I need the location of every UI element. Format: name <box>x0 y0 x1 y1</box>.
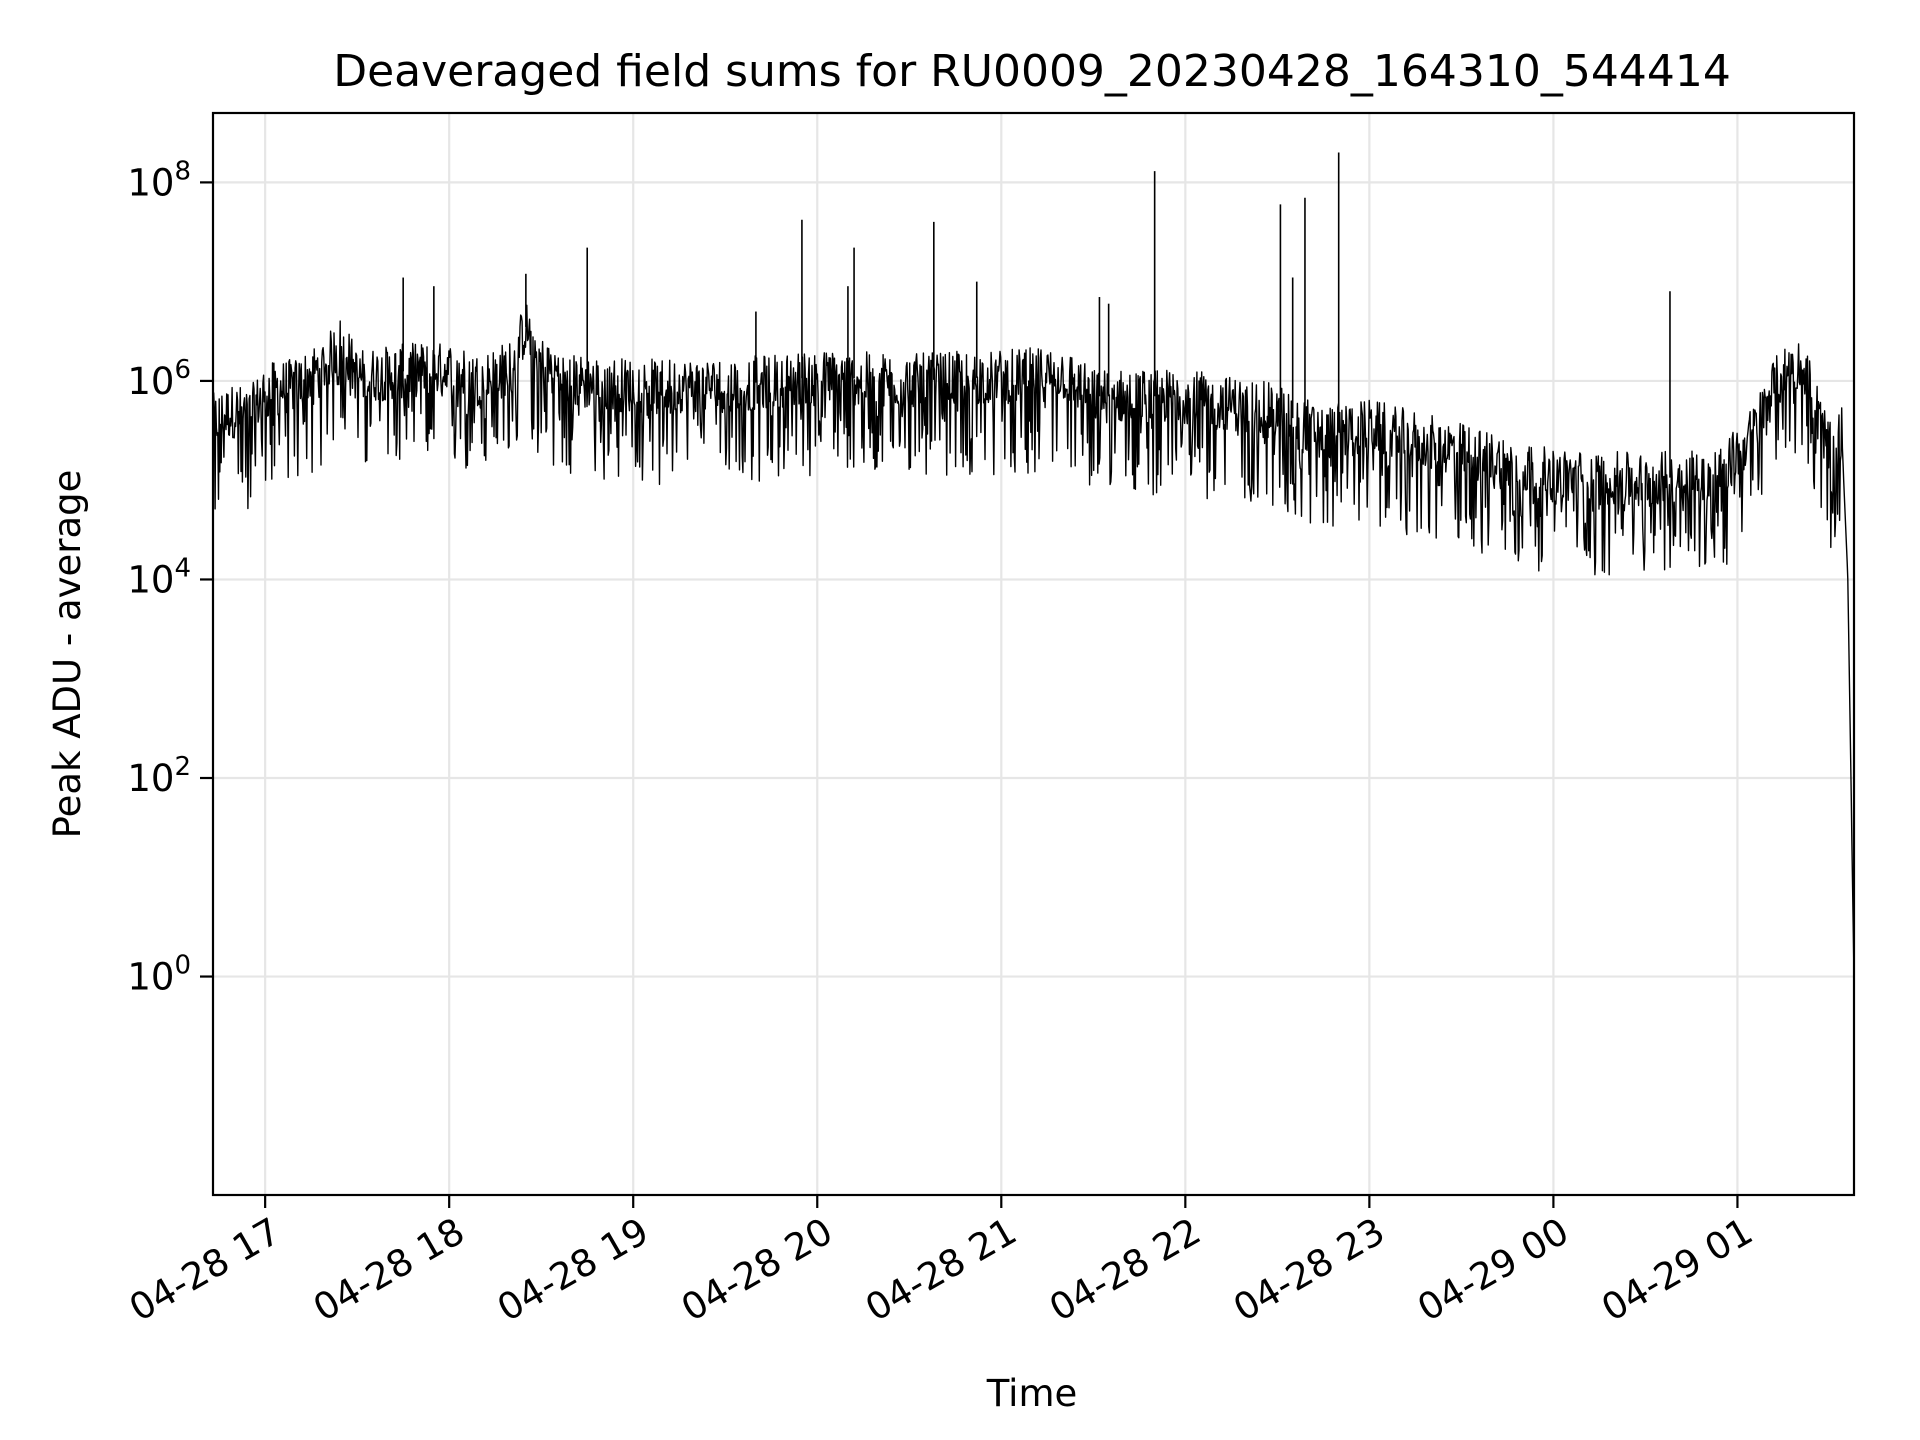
y-axis-label: Peak ADU - average <box>46 470 89 839</box>
x-axis-label: Time <box>986 1372 1078 1415</box>
y-tick-label: 104 <box>127 553 191 601</box>
chart-title: Deaveraged field sums for RU0009_2023042… <box>333 46 1731 97</box>
y-tick-label: 102 <box>127 752 191 800</box>
y-tick-label: 106 <box>127 355 191 403</box>
series-line <box>212 304 1855 977</box>
y-tick-label: 100 <box>127 951 191 999</box>
y-tick-label: 108 <box>127 156 191 204</box>
series-layer <box>212 152 1855 977</box>
plot-frame <box>211 111 1856 1197</box>
